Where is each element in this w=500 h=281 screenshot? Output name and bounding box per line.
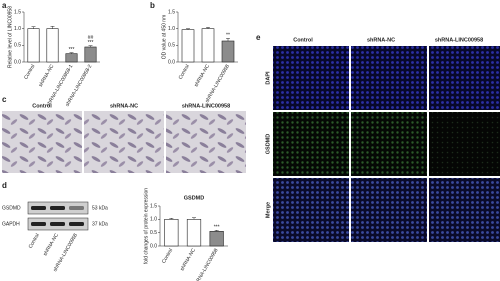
size-label: 53 kDa xyxy=(92,205,108,211)
y-tick-label: 1.0 xyxy=(14,26,21,32)
x-tick-label: Control xyxy=(161,248,174,265)
panel-label: e xyxy=(256,33,261,42)
blot-band xyxy=(50,222,65,226)
cell-image xyxy=(2,111,82,173)
y-tick-label: 0.5 xyxy=(150,230,157,236)
y-axis-label: OD value at 450 nm xyxy=(161,15,167,59)
fluorescence-image xyxy=(429,112,500,176)
panel-label: c xyxy=(2,95,7,104)
y-tick-label: 0.0 xyxy=(150,243,157,249)
chart-title: GSDMD xyxy=(184,195,205,201)
blot-band xyxy=(31,222,46,226)
significance: ## xyxy=(88,35,94,41)
blot-band xyxy=(31,206,46,210)
image-title: Control xyxy=(32,103,52,109)
y-tick-label: 1.5 xyxy=(150,203,157,209)
bar xyxy=(209,231,224,247)
blot-band xyxy=(69,206,84,210)
image-title: Control xyxy=(293,37,313,43)
panel-label: b xyxy=(150,1,155,10)
y-tick-label: 1.5 xyxy=(14,9,21,15)
y-axis-label: Relative level of LINC00958 xyxy=(7,6,13,68)
bar xyxy=(27,28,40,63)
bar xyxy=(65,53,78,63)
y-tick-label: 0.5 xyxy=(14,43,21,49)
bar xyxy=(201,28,215,63)
y-tick-label: 1.0 xyxy=(168,26,175,32)
x-tick-label: Control xyxy=(178,64,191,81)
x-tick-label: shRNA-NC xyxy=(38,63,56,88)
size-label: 37 kDa xyxy=(92,221,108,227)
y-tick-label: 0.0 xyxy=(168,59,175,65)
image-title: shRNA-LINC00958 xyxy=(182,103,230,109)
fluorescence-image xyxy=(351,178,427,242)
significance: ** xyxy=(226,33,230,39)
bar xyxy=(84,46,97,63)
fluorescence-image xyxy=(429,178,500,242)
row-label: DAPI xyxy=(265,71,271,85)
fluorescence-image xyxy=(273,112,349,176)
image-title: shRNA-LINC00958 xyxy=(435,37,483,43)
blot-band xyxy=(50,206,65,210)
significance: *** xyxy=(214,225,220,231)
cell-image xyxy=(84,111,164,173)
image-title: shRNA-NC xyxy=(367,37,395,43)
x-tick-label: shRNA-NC xyxy=(193,63,211,88)
cell-image xyxy=(166,111,246,173)
y-tick-label: 0.5 xyxy=(168,43,175,49)
fluorescence-image xyxy=(273,46,349,110)
bar xyxy=(221,40,235,63)
lane-label: shRNA-NC xyxy=(42,232,60,257)
y-axis-label: fold changes of protein expression xyxy=(143,188,149,264)
row-label: GSDMD xyxy=(265,134,271,155)
significance: *** xyxy=(69,47,75,53)
protein-label: GAPDH xyxy=(2,221,20,227)
fluorescence-image xyxy=(351,112,427,176)
x-tick-label: shRNA-LINC00958 xyxy=(193,247,220,281)
bar xyxy=(164,219,179,247)
y-tick-label: 1.0 xyxy=(150,217,157,223)
fluorescence-image xyxy=(273,178,349,242)
fluorescence-image xyxy=(351,46,427,110)
y-tick-label: 1.5 xyxy=(168,9,175,15)
panel-label: a xyxy=(2,1,7,10)
row-label: Merge xyxy=(265,202,271,218)
significance: *** xyxy=(88,40,94,46)
blot-band xyxy=(69,222,84,226)
image-title: shRNA-NC xyxy=(110,103,138,109)
panel-label: d xyxy=(2,181,7,190)
protein-label: GSDMD xyxy=(2,205,21,211)
lane-label: Control xyxy=(28,233,41,250)
bar xyxy=(181,29,195,63)
bar xyxy=(186,219,202,247)
x-tick-label: Control xyxy=(23,64,36,81)
x-tick-label: shRNA-NC xyxy=(179,247,197,272)
y-tick-label: 0.0 xyxy=(14,59,21,65)
bar xyxy=(46,28,59,63)
fluorescence-image xyxy=(429,46,500,110)
